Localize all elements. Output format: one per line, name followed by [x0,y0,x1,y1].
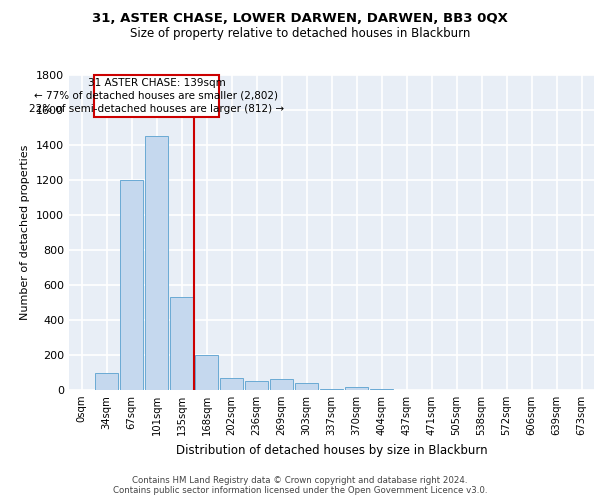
Bar [120,180,143,390]
Text: ← 77% of detached houses are smaller (2,802): ← 77% of detached houses are smaller (2,… [35,91,278,101]
Bar [295,383,318,390]
Y-axis label: Number of detached properties: Number of detached properties [20,145,31,320]
Text: 31, ASTER CHASE, LOWER DARWEN, DARWEN, BB3 0QX: 31, ASTER CHASE, LOWER DARWEN, DARWEN, B… [92,12,508,26]
Text: 31 ASTER CHASE: 139sqm: 31 ASTER CHASE: 139sqm [88,78,226,88]
Bar [170,297,193,390]
Bar [245,381,268,390]
Bar [220,378,243,390]
Text: 22% of semi-detached houses are larger (812) →: 22% of semi-detached houses are larger (… [29,104,284,114]
Bar [195,355,218,390]
Bar [320,389,343,390]
Bar [145,136,168,390]
Bar [345,386,368,390]
Text: Contains HM Land Registry data © Crown copyright and database right 2024.
Contai: Contains HM Land Registry data © Crown c… [113,476,487,495]
FancyBboxPatch shape [94,75,219,117]
Bar [370,389,393,390]
Text: Size of property relative to detached houses in Blackburn: Size of property relative to detached ho… [130,28,470,40]
Bar [270,378,293,390]
Bar [95,374,118,390]
X-axis label: Distribution of detached houses by size in Blackburn: Distribution of detached houses by size … [176,444,487,456]
